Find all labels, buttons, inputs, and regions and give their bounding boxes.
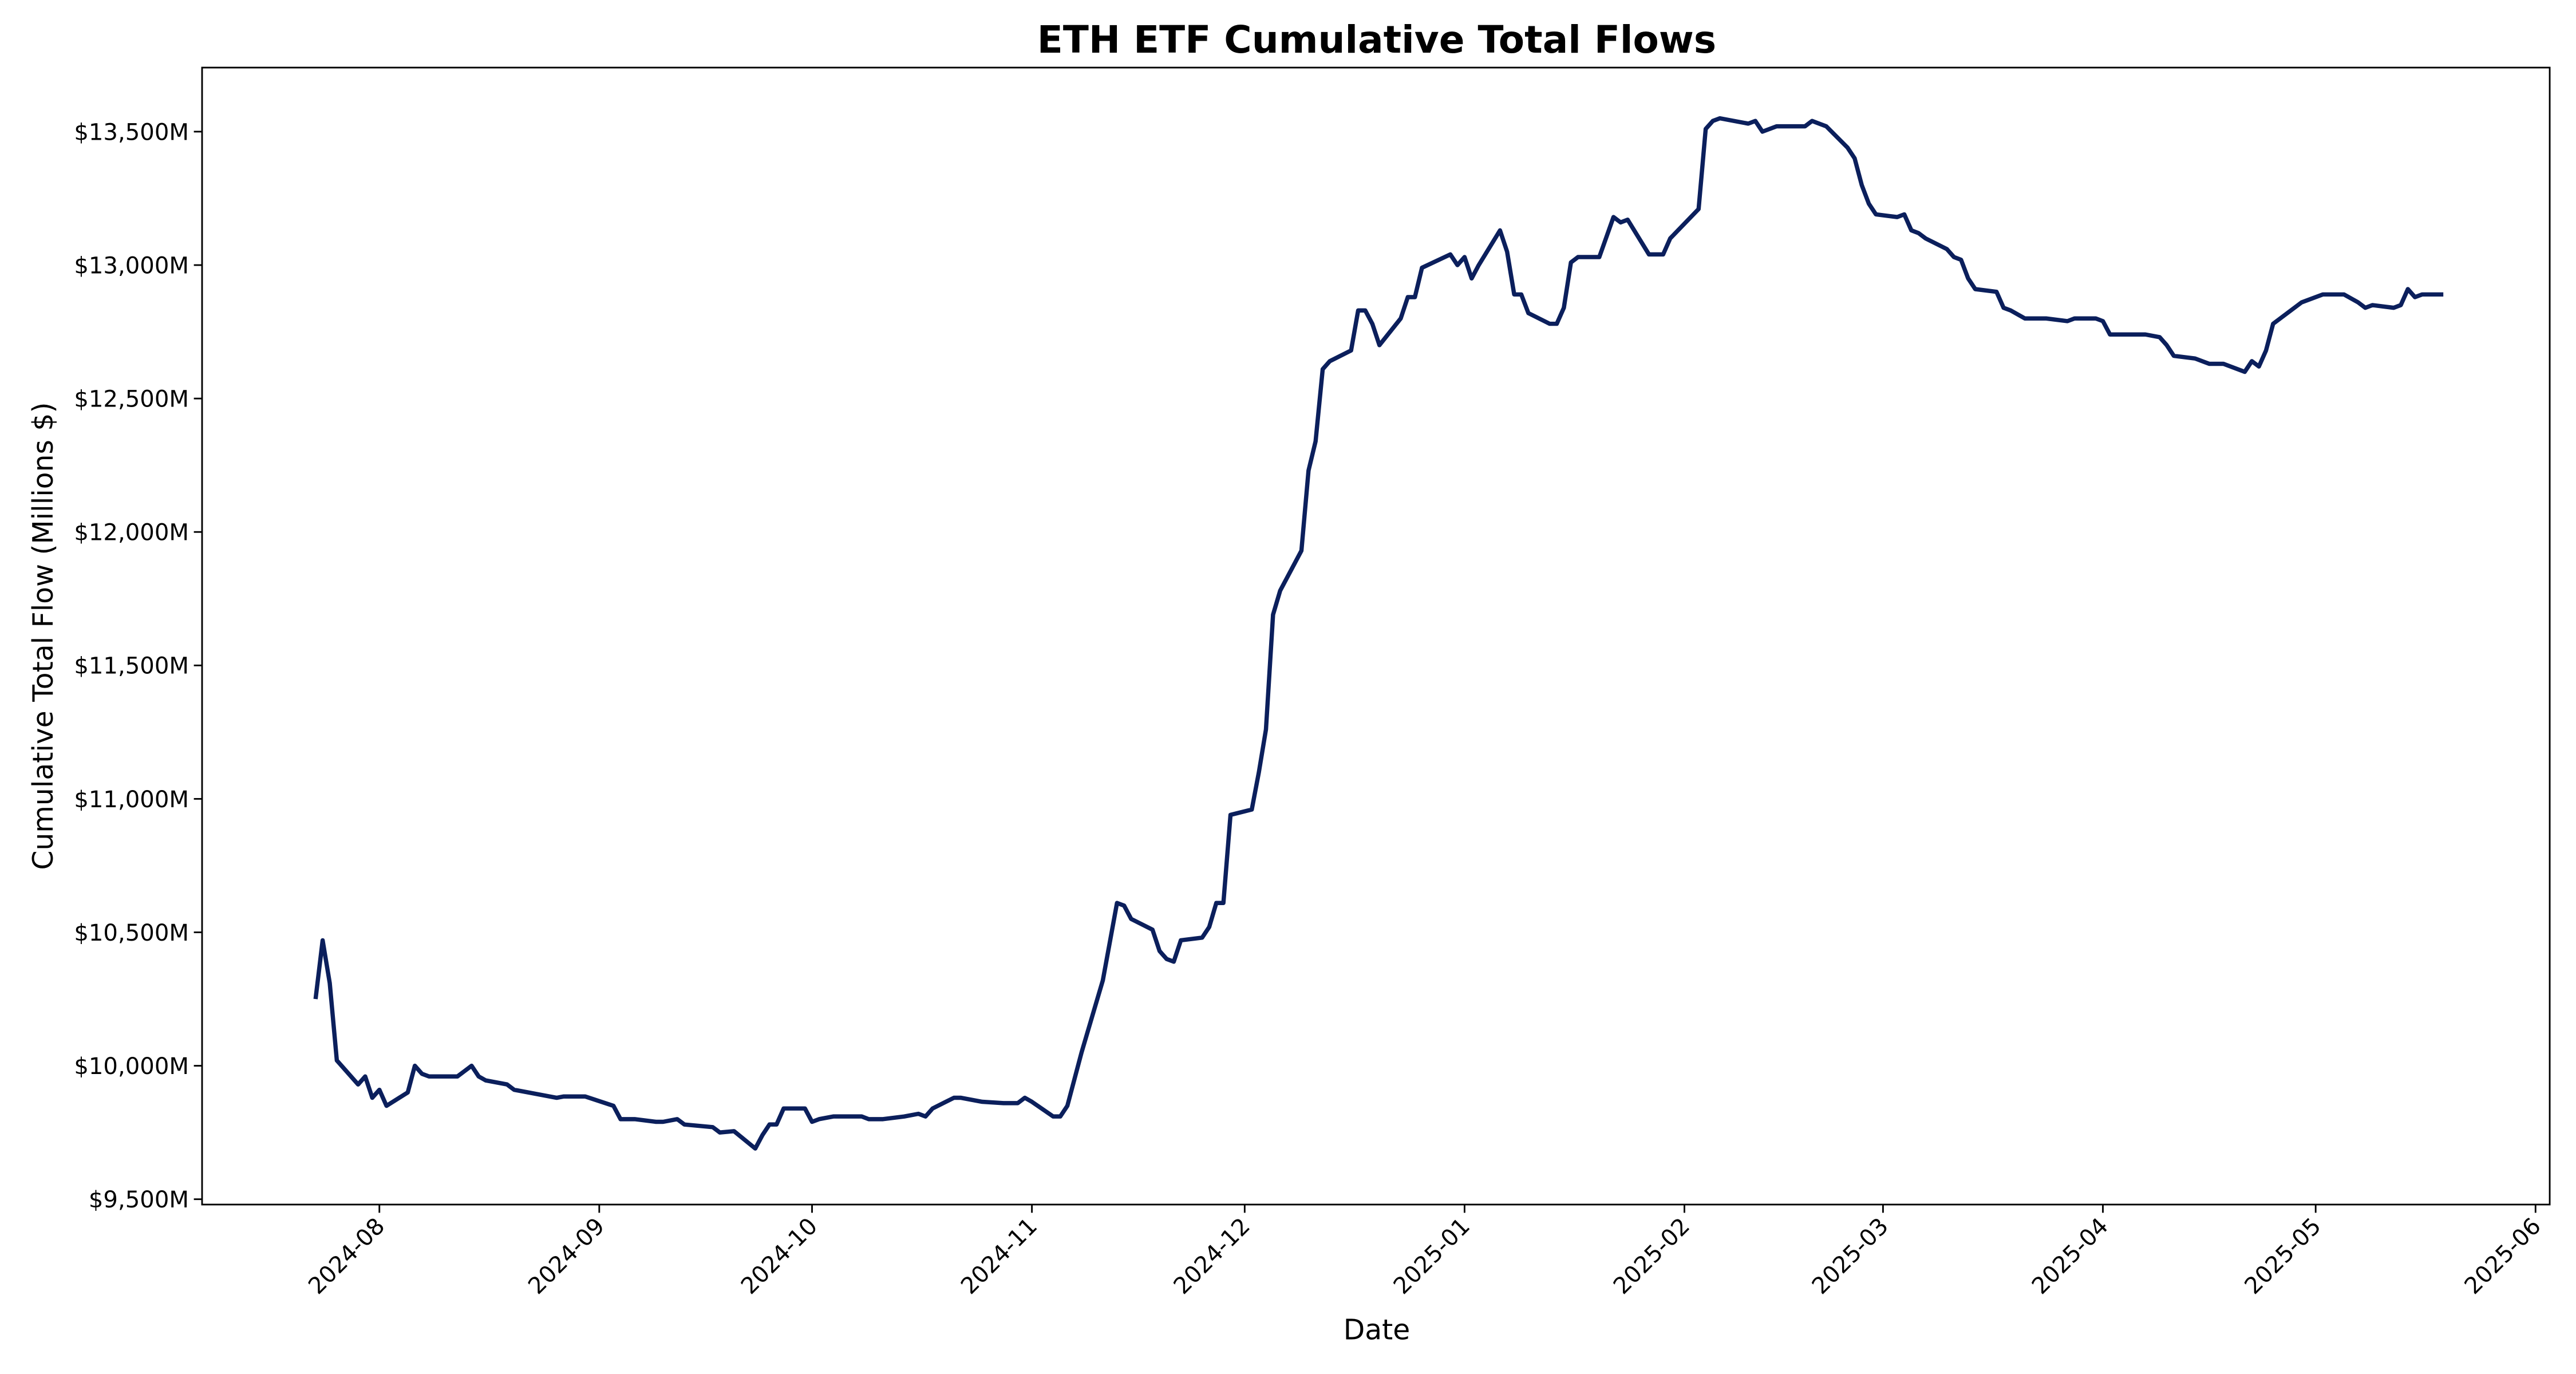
x-tick-label: 2024-11 (956, 1213, 1042, 1300)
plot-frame (201, 66, 2551, 1206)
x-tick-label: 2025-06 (2460, 1213, 2546, 1300)
y-tick-label: $9,500M (89, 1187, 189, 1213)
x-tick-label: 2025-03 (1807, 1213, 1894, 1300)
y-tick-label: $12,500M (74, 386, 189, 412)
y-axis-label: Cumulative Total Flow (Millions $) (27, 402, 60, 870)
chart-title: ETH ETF Cumulative Total Flows (1037, 18, 1716, 62)
x-tick-label: 2024-10 (736, 1213, 823, 1300)
y-tick-label: $10,500M (74, 920, 189, 946)
y-tick-label: $12,000M (74, 520, 189, 546)
x-tick-label: 2024-08 (303, 1213, 390, 1300)
y-tick-label: $13,000M (74, 252, 189, 279)
x-tick-label: 2025-04 (2027, 1213, 2113, 1300)
y-tick-label: $13,500M (74, 119, 189, 145)
y-tick-label: $11,500M (74, 653, 189, 680)
data-line (313, 116, 2444, 1151)
x-tick-label: 2025-02 (1609, 1213, 1695, 1300)
y-tick-label: $10,000M (74, 1053, 189, 1080)
x-axis-label: Date (1344, 1313, 1411, 1346)
x-tick-label: 2025-05 (2240, 1213, 2326, 1300)
x-tick-label: 2024-12 (1169, 1213, 1255, 1300)
x-tick-label: 2024-09 (523, 1213, 610, 1300)
y-tick-label: $11,000M (74, 787, 189, 813)
x-tick-label: 2025-01 (1389, 1213, 1475, 1300)
